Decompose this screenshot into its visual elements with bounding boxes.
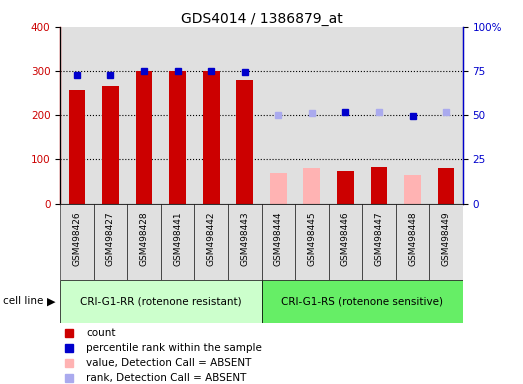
FancyBboxPatch shape (362, 204, 396, 280)
FancyBboxPatch shape (396, 204, 429, 280)
Bar (135, 71, 152, 204)
FancyBboxPatch shape (161, 204, 195, 280)
Text: value, Detection Call = ABSENT: value, Detection Call = ABSENT (86, 358, 252, 368)
Text: cell line: cell line (3, 296, 43, 306)
Text: GSM498444: GSM498444 (274, 211, 283, 266)
Bar (262, 27, 295, 204)
Bar (404, 175, 421, 204)
Text: GDS4014 / 1386879_at: GDS4014 / 1386879_at (180, 12, 343, 25)
Bar (69, 89, 85, 204)
Text: GSM498442: GSM498442 (207, 211, 215, 266)
Bar (328, 27, 362, 204)
FancyBboxPatch shape (60, 204, 94, 280)
Bar (429, 27, 463, 204)
FancyBboxPatch shape (295, 204, 328, 280)
Bar (203, 71, 220, 204)
FancyBboxPatch shape (262, 280, 463, 323)
FancyBboxPatch shape (94, 204, 127, 280)
Bar (362, 27, 396, 204)
Text: GSM498447: GSM498447 (374, 211, 383, 266)
Text: GSM498428: GSM498428 (140, 211, 149, 266)
FancyBboxPatch shape (429, 204, 463, 280)
Bar (295, 27, 328, 204)
Text: GSM498446: GSM498446 (341, 211, 350, 266)
Bar (94, 27, 127, 204)
Text: GSM498441: GSM498441 (173, 211, 182, 266)
Bar (438, 168, 454, 204)
Bar (337, 171, 354, 204)
Text: CRI-G1-RR (rotenone resistant): CRI-G1-RR (rotenone resistant) (80, 296, 242, 306)
Text: GSM498445: GSM498445 (308, 211, 316, 266)
Bar (236, 80, 253, 204)
Bar (169, 71, 186, 204)
Bar (195, 27, 228, 204)
Text: GSM498449: GSM498449 (441, 211, 451, 266)
Bar (396, 27, 429, 204)
Text: GSM498426: GSM498426 (72, 211, 82, 266)
FancyBboxPatch shape (60, 280, 262, 323)
Text: ▶: ▶ (47, 296, 55, 306)
Text: GSM498427: GSM498427 (106, 211, 115, 266)
FancyBboxPatch shape (127, 204, 161, 280)
Bar (270, 174, 287, 204)
Text: CRI-G1-RS (rotenone sensitive): CRI-G1-RS (rotenone sensitive) (281, 296, 443, 306)
Text: GSM498448: GSM498448 (408, 211, 417, 266)
Bar (228, 27, 262, 204)
Text: count: count (86, 328, 116, 338)
Bar (371, 167, 388, 204)
FancyBboxPatch shape (328, 204, 362, 280)
Bar (161, 27, 195, 204)
Text: percentile rank within the sample: percentile rank within the sample (86, 343, 263, 353)
Text: GSM498443: GSM498443 (240, 211, 249, 266)
Bar (102, 86, 119, 204)
Text: rank, Detection Call = ABSENT: rank, Detection Call = ABSENT (86, 373, 247, 383)
FancyBboxPatch shape (228, 204, 262, 280)
Bar (127, 27, 161, 204)
Bar (303, 168, 320, 204)
Bar (60, 27, 94, 204)
FancyBboxPatch shape (195, 204, 228, 280)
FancyBboxPatch shape (262, 204, 295, 280)
